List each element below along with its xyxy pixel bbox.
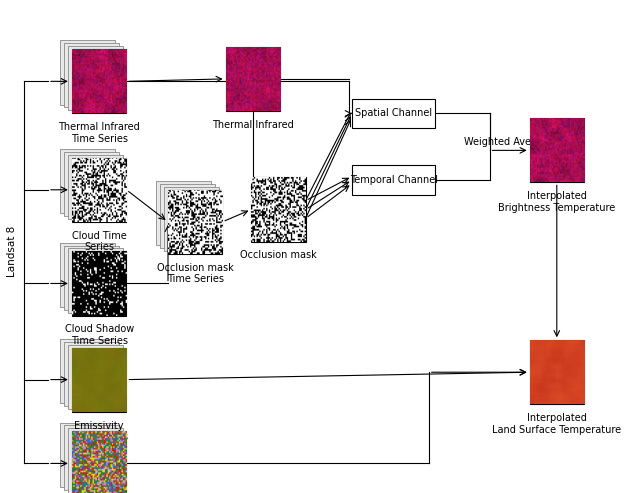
Bar xyxy=(156,181,211,245)
Text: Weighted Average: Weighted Average xyxy=(464,137,554,147)
Text: Occlusion mask
Time Series: Occlusion mask Time Series xyxy=(157,263,234,284)
Text: Interpolated
Brightness Temperature: Interpolated Brightness Temperature xyxy=(498,191,616,213)
Text: Spatial Channel: Spatial Channel xyxy=(355,108,432,118)
Text: Emissivity
Time Series: Emissivity Time Series xyxy=(70,421,128,442)
Bar xyxy=(352,99,435,128)
Bar xyxy=(68,248,123,313)
Bar xyxy=(64,43,119,107)
Bar xyxy=(64,342,119,406)
Bar xyxy=(60,40,115,105)
Bar xyxy=(352,165,435,195)
Bar xyxy=(68,428,123,493)
Bar xyxy=(530,118,584,182)
Bar xyxy=(72,251,127,316)
Text: Thermal Infrared
Time Series: Thermal Infrared Time Series xyxy=(58,122,140,144)
Bar xyxy=(72,49,127,113)
Bar xyxy=(60,423,115,487)
Bar xyxy=(68,345,123,409)
Bar xyxy=(226,47,280,111)
Bar xyxy=(72,431,127,493)
Bar xyxy=(68,46,123,110)
Bar xyxy=(72,348,127,412)
Bar xyxy=(60,339,115,403)
Text: Thermal Infrared: Thermal Infrared xyxy=(212,120,294,130)
Bar xyxy=(530,340,584,404)
Bar xyxy=(64,152,119,216)
Bar xyxy=(60,149,115,213)
Text: Temporal Channel: Temporal Channel xyxy=(349,175,438,185)
Bar xyxy=(64,246,119,310)
Text: Occlusion mask: Occlusion mask xyxy=(240,250,317,260)
Text: Cloud Shadow
Time Series: Cloud Shadow Time Series xyxy=(65,324,134,346)
Bar xyxy=(252,177,306,242)
Text: Interpolated
Land Surface Temperature: Interpolated Land Surface Temperature xyxy=(492,413,621,435)
Bar xyxy=(64,425,119,490)
Bar xyxy=(68,155,123,219)
Bar xyxy=(160,184,215,248)
Bar xyxy=(72,158,127,222)
Bar xyxy=(168,190,223,254)
Text: Landsat 8: Landsat 8 xyxy=(6,226,17,277)
Text: Cloud Time
Series: Cloud Time Series xyxy=(72,231,127,252)
Bar xyxy=(164,187,219,251)
Bar xyxy=(60,243,115,307)
